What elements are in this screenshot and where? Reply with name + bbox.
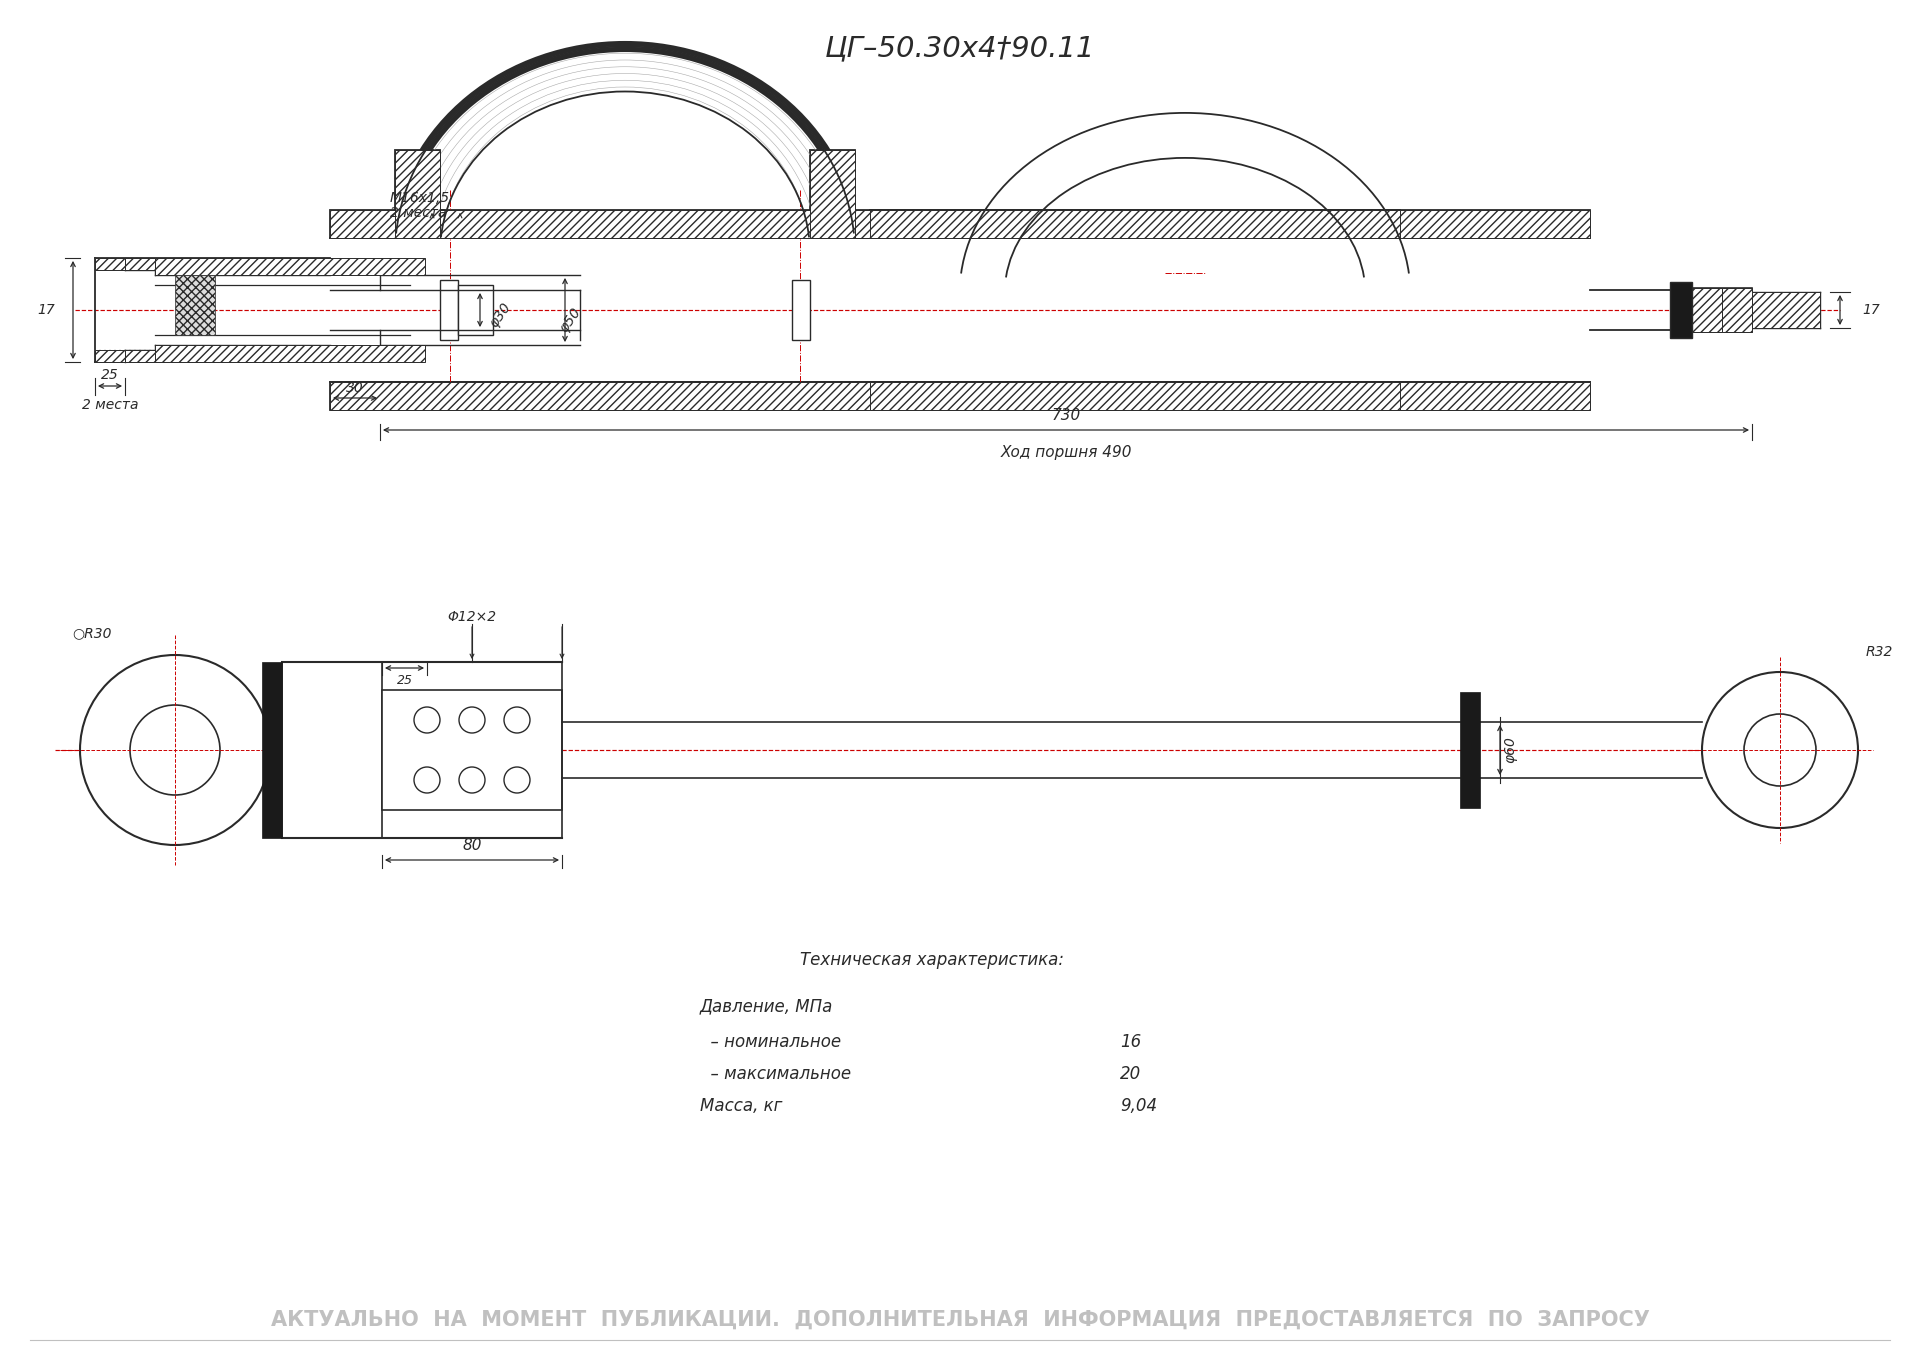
Text: 25: 25 [102, 368, 119, 382]
Text: Давление, МПа: Давление, МПа [701, 998, 833, 1015]
Bar [870, 382, 1400, 410]
Text: ЦГ–50.30х4†90.11: ЦГ–50.30х4†90.11 [826, 34, 1094, 63]
Text: 2 места: 2 места [83, 398, 138, 412]
Bar [125, 351, 156, 361]
Text: Техническая характеристика:: Техническая характеристика: [801, 951, 1064, 969]
Text: – максимальное: – максимальное [701, 1065, 851, 1083]
Circle shape [415, 766, 440, 794]
Text: 20: 20 [1119, 1065, 1140, 1083]
Circle shape [503, 766, 530, 794]
Circle shape [415, 707, 440, 733]
Circle shape [131, 705, 221, 795]
Bar [396, 149, 440, 238]
Text: 2 места: 2 места [390, 207, 447, 220]
Bar [791, 280, 810, 340]
Text: 30: 30 [346, 381, 365, 395]
Bar [330, 211, 1590, 238]
Bar [870, 211, 1400, 238]
Bar [94, 351, 125, 361]
Text: 9,04: 9,04 [1119, 1097, 1158, 1114]
Bar [330, 211, 1590, 238]
Bar [330, 382, 1590, 410]
Circle shape [503, 707, 530, 733]
Text: ○R30: ○R30 [73, 626, 111, 640]
Bar [1751, 292, 1820, 328]
Bar [125, 258, 156, 270]
Bar [330, 382, 1590, 410]
Text: 730: 730 [1052, 409, 1081, 424]
Text: – номинальное: – номинальное [701, 1033, 841, 1051]
Bar [175, 275, 215, 336]
Bar [282, 662, 382, 839]
Text: 25: 25 [397, 674, 413, 686]
Bar [382, 690, 563, 810]
Bar [156, 258, 424, 275]
Text: R32: R32 [1866, 646, 1893, 659]
Text: φ60: φ60 [1503, 737, 1517, 764]
Text: 16: 16 [1119, 1033, 1140, 1051]
Text: 17: 17 [1862, 303, 1880, 317]
Text: M16x1,5: M16x1,5 [390, 192, 449, 205]
Bar [810, 149, 854, 238]
Text: Ход поршня 490: Ход поршня 490 [1000, 444, 1131, 459]
Bar [1692, 288, 1751, 332]
Circle shape [459, 766, 486, 794]
Text: φ50: φ50 [557, 304, 584, 336]
Bar [1692, 288, 1722, 332]
Bar [94, 258, 125, 270]
Text: 80: 80 [463, 839, 482, 853]
Text: 17: 17 [36, 303, 56, 317]
Circle shape [1701, 671, 1859, 828]
Bar [1722, 288, 1751, 332]
Text: Масса, кг: Масса, кг [701, 1097, 781, 1114]
Text: АКТУАЛЬНО  НА  МОМЕНТ  ПУБЛИКАЦИИ.  ДОПОЛНИТЕЛЬНАЯ  ИНФОРМАЦИЯ  ПРЕДОСТАВЛЯЕТСЯ : АКТУАЛЬНО НА МОМЕНТ ПУБЛИКАЦИИ. ДОПОЛНИТ… [271, 1310, 1649, 1330]
Text: Φ12×2: Φ12×2 [447, 610, 497, 624]
Circle shape [459, 707, 486, 733]
Bar [870, 382, 1400, 410]
Bar [156, 345, 424, 361]
Bar [1459, 692, 1480, 809]
Bar [810, 149, 854, 238]
Bar [261, 662, 282, 839]
Bar [1670, 283, 1692, 338]
Bar [396, 149, 440, 238]
Bar [870, 211, 1400, 238]
Text: φ30: φ30 [486, 300, 513, 330]
Circle shape [81, 655, 271, 845]
Bar [459, 285, 493, 336]
Circle shape [1743, 713, 1816, 786]
Bar [440, 280, 459, 340]
